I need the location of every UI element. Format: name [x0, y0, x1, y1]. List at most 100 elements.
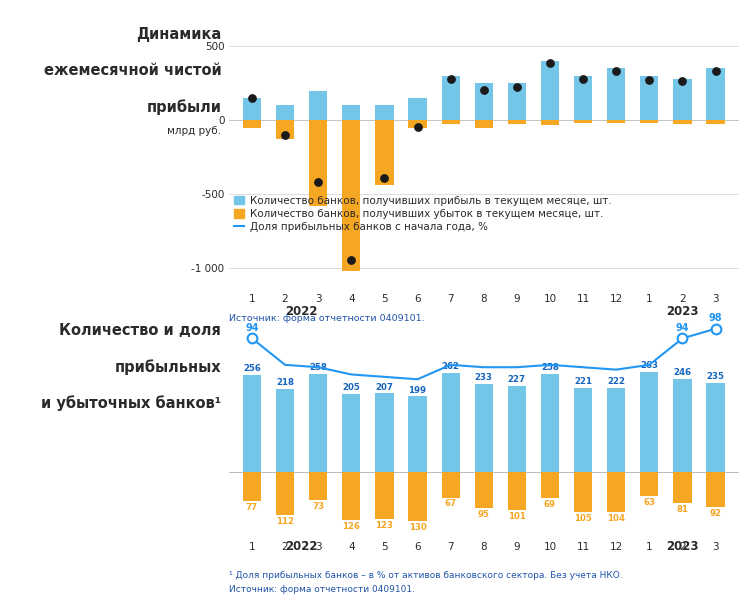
Text: 104: 104 — [608, 513, 625, 522]
Text: Динамика: Динамика — [136, 27, 221, 42]
Bar — [475, 384, 493, 472]
Text: 258: 258 — [309, 363, 327, 372]
Text: 1: 1 — [646, 542, 652, 553]
Bar — [409, 396, 427, 472]
Text: 12: 12 — [610, 542, 622, 553]
Bar — [706, 68, 724, 120]
Bar — [409, 472, 427, 521]
Text: 77: 77 — [246, 503, 258, 512]
Text: 81: 81 — [676, 505, 688, 514]
Bar — [309, 374, 327, 472]
Text: 94: 94 — [245, 323, 259, 333]
Bar — [607, 388, 625, 472]
Text: 6: 6 — [414, 542, 421, 553]
Point — [710, 66, 722, 76]
Bar — [541, 120, 559, 124]
Text: 4: 4 — [348, 542, 355, 553]
Point — [478, 85, 490, 95]
Bar — [342, 472, 361, 520]
Bar — [640, 76, 658, 120]
Bar — [508, 83, 526, 120]
Bar — [607, 472, 625, 512]
Text: 2: 2 — [282, 542, 288, 553]
Point — [246, 93, 258, 103]
Bar — [375, 120, 394, 185]
Point — [279, 130, 291, 140]
Text: 3: 3 — [712, 542, 719, 553]
Text: 227: 227 — [508, 375, 526, 384]
Text: 101: 101 — [508, 512, 526, 521]
Bar — [409, 120, 427, 128]
Bar — [541, 472, 559, 498]
Point — [577, 74, 589, 83]
Text: и убыточных банков¹: и убыточных банков¹ — [41, 396, 221, 411]
Bar — [508, 386, 526, 472]
Point — [544, 59, 556, 68]
Point — [644, 75, 656, 85]
Bar — [706, 472, 724, 507]
Text: 207: 207 — [376, 382, 394, 391]
Text: 263: 263 — [640, 361, 658, 370]
Text: 8: 8 — [481, 542, 487, 553]
Bar — [375, 393, 394, 472]
Text: прибыли: прибыли — [146, 100, 221, 115]
Text: 221: 221 — [574, 378, 592, 386]
Text: 2022: 2022 — [285, 540, 318, 553]
Text: 2023: 2023 — [666, 305, 699, 318]
Bar — [607, 68, 625, 120]
Bar — [342, 105, 361, 120]
Text: ежемесячной чистой: ежемесячной чистой — [44, 63, 221, 79]
Bar — [342, 120, 361, 271]
Bar — [674, 472, 692, 503]
Text: 262: 262 — [442, 362, 460, 371]
Bar — [442, 472, 460, 498]
Bar — [409, 98, 427, 120]
Text: 10: 10 — [544, 542, 556, 553]
Bar — [508, 472, 526, 510]
Point — [676, 76, 688, 86]
Point — [379, 173, 391, 182]
Bar — [309, 120, 327, 206]
Bar — [674, 120, 692, 124]
Text: 67: 67 — [445, 500, 457, 509]
Bar — [243, 375, 261, 472]
Text: 7: 7 — [447, 542, 454, 553]
Text: 222: 222 — [608, 377, 625, 386]
Text: 3: 3 — [315, 542, 322, 553]
Bar — [706, 383, 724, 472]
Text: 126: 126 — [342, 522, 360, 531]
Point — [610, 66, 622, 76]
Bar — [640, 472, 658, 496]
Bar — [243, 120, 261, 127]
Text: 2: 2 — [680, 542, 686, 553]
Text: 205: 205 — [343, 384, 360, 393]
Text: 94: 94 — [676, 323, 689, 333]
Text: 9: 9 — [514, 542, 520, 553]
Text: Количество и доля: Количество и доля — [59, 323, 221, 338]
Bar — [442, 76, 460, 120]
Text: 246: 246 — [674, 368, 692, 377]
Text: 69: 69 — [544, 500, 556, 509]
Text: 258: 258 — [541, 363, 559, 372]
Text: 95: 95 — [478, 510, 490, 519]
Bar — [442, 373, 460, 472]
Bar — [243, 472, 261, 501]
Legend: Количество банков, получивших прибыль в текущем месяце, шт., Количество банков, : Количество банков, получивших прибыль в … — [234, 196, 611, 233]
Point — [345, 255, 357, 265]
Bar — [442, 120, 460, 124]
Text: 256: 256 — [243, 364, 261, 373]
Bar — [375, 472, 394, 519]
Bar — [640, 372, 658, 472]
Bar — [640, 120, 658, 123]
Text: 218: 218 — [276, 378, 294, 387]
Text: млрд руб.: млрд руб. — [167, 126, 221, 136]
Text: 2022: 2022 — [285, 305, 318, 318]
Point — [445, 74, 457, 83]
Bar — [574, 120, 592, 123]
Text: 123: 123 — [376, 521, 394, 530]
Bar — [276, 389, 294, 472]
Text: 112: 112 — [276, 516, 294, 525]
Bar — [342, 394, 361, 472]
Text: 105: 105 — [574, 514, 592, 523]
Text: Источник: форма отчетности 0409101.: Источник: форма отчетности 0409101. — [229, 585, 415, 594]
